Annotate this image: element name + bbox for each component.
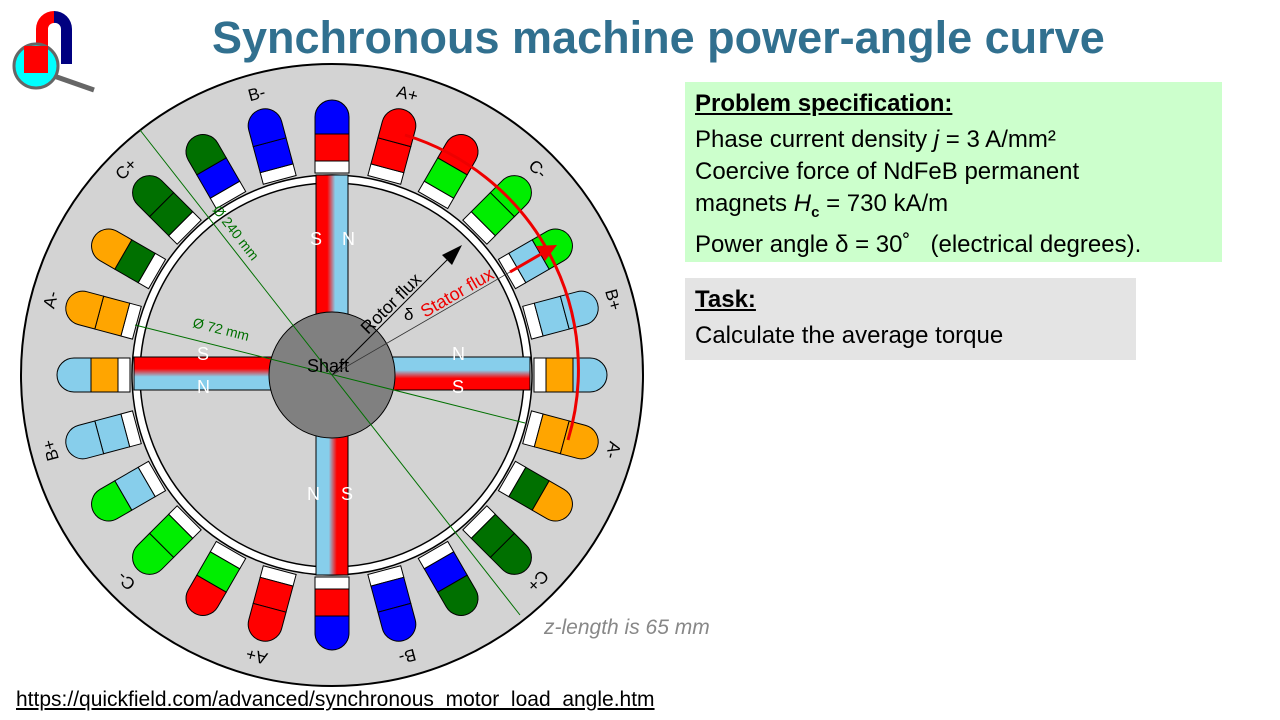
- spec-coercive-force: Coercive force of NdFeB permanent: [695, 158, 1080, 185]
- pole-s: S: [197, 344, 209, 364]
- stator-slot: [91, 228, 167, 290]
- phase-label: B+: [39, 438, 63, 464]
- stator-slot: [533, 357, 608, 393]
- stator-slot: [367, 108, 417, 185]
- task-text: Calculate the average torque: [695, 322, 1004, 349]
- stator-slot: [417, 540, 479, 616]
- task-box: Task: Calculate the average torque: [685, 278, 1136, 360]
- spec-heading: Problem specification:: [695, 90, 953, 117]
- phase-label: B-: [397, 645, 418, 668]
- stator-slot: [462, 505, 532, 575]
- rotor-flux-arrowhead: [442, 245, 462, 265]
- problem-specification-box: Problem specification: Phase current den…: [685, 82, 1222, 262]
- stator-slot: [247, 565, 297, 642]
- pole-s: S: [452, 377, 464, 397]
- stator-slot: [132, 175, 202, 245]
- delta-label: δ: [404, 305, 413, 324]
- phase-label: A+: [395, 82, 421, 106]
- spec-power-angle: Power angle δ = 30˚ (electrical degrees)…: [695, 230, 1142, 258]
- dim-line-inner: [134, 324, 526, 424]
- stator-slot: [247, 108, 297, 185]
- pole-n: N: [342, 229, 355, 249]
- stator-slot: [91, 460, 167, 522]
- magnet-top: [315, 174, 349, 316]
- z-length-note: z-length is 65 mm: [544, 616, 710, 639]
- spec-magnets-hc: magnets Hc = 730 kA/m: [695, 190, 949, 221]
- rotor-flux-line: [331, 251, 456, 376]
- stator-slot: [522, 290, 599, 340]
- dim-line-outer: [139, 129, 521, 616]
- stator-slot: [462, 175, 532, 245]
- page-title: Synchronous machine power-angle curve: [212, 12, 1105, 63]
- pole-s: S: [310, 229, 322, 249]
- stator-slot: [367, 565, 417, 642]
- stator-slot: [56, 357, 131, 393]
- stator-slot: [497, 460, 573, 522]
- task-heading: Task:: [695, 286, 756, 313]
- shaft-label: Shaft: [307, 356, 349, 376]
- stator-slot: [314, 576, 350, 651]
- spec-current-density: Phase current density j = 3 A/mm²: [695, 126, 1056, 153]
- phase-label: A-: [40, 289, 63, 310]
- pole-n: N: [197, 377, 210, 397]
- phase-label: B+: [601, 287, 625, 313]
- stator-slot: [185, 134, 247, 210]
- stator-slot: [65, 290, 142, 340]
- stator-slot: [185, 540, 247, 616]
- machine-cross-section: S N S N N S N S Shaft Rotor flux δ Stato…: [20, 63, 644, 687]
- stator-flux-arrowhead: [536, 245, 557, 261]
- source-link[interactable]: https://quickfield.com/advanced/synchron…: [16, 688, 655, 711]
- pole-s: S: [341, 484, 353, 504]
- stator-slot: [132, 505, 202, 575]
- magnet-right: [389, 356, 531, 391]
- stator-slot: [314, 99, 350, 174]
- phase-label: A-: [602, 440, 625, 461]
- stator-slot: [65, 410, 142, 460]
- quickfield-logo: [6, 4, 96, 99]
- magnet-left: [133, 356, 275, 391]
- phase-label: B-: [246, 83, 267, 106]
- pole-n: N: [307, 484, 320, 504]
- magnet-bottom: [315, 434, 349, 576]
- phase-label: A+: [244, 644, 270, 668]
- pole-n: N: [452, 344, 465, 364]
- stator-flux-line: [331, 271, 511, 376]
